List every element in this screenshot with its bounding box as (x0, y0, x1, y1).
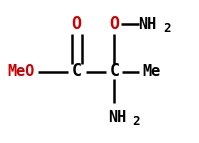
Text: C: C (72, 62, 82, 81)
Text: C: C (109, 62, 119, 81)
Text: Me: Me (142, 64, 160, 79)
Text: O: O (72, 15, 82, 33)
Text: MeO: MeO (7, 64, 35, 79)
Text: 2: 2 (163, 22, 171, 35)
Text: NH: NH (138, 17, 157, 32)
Text: 2: 2 (132, 115, 140, 128)
Text: NH: NH (108, 110, 127, 125)
Text: O: O (109, 15, 119, 33)
